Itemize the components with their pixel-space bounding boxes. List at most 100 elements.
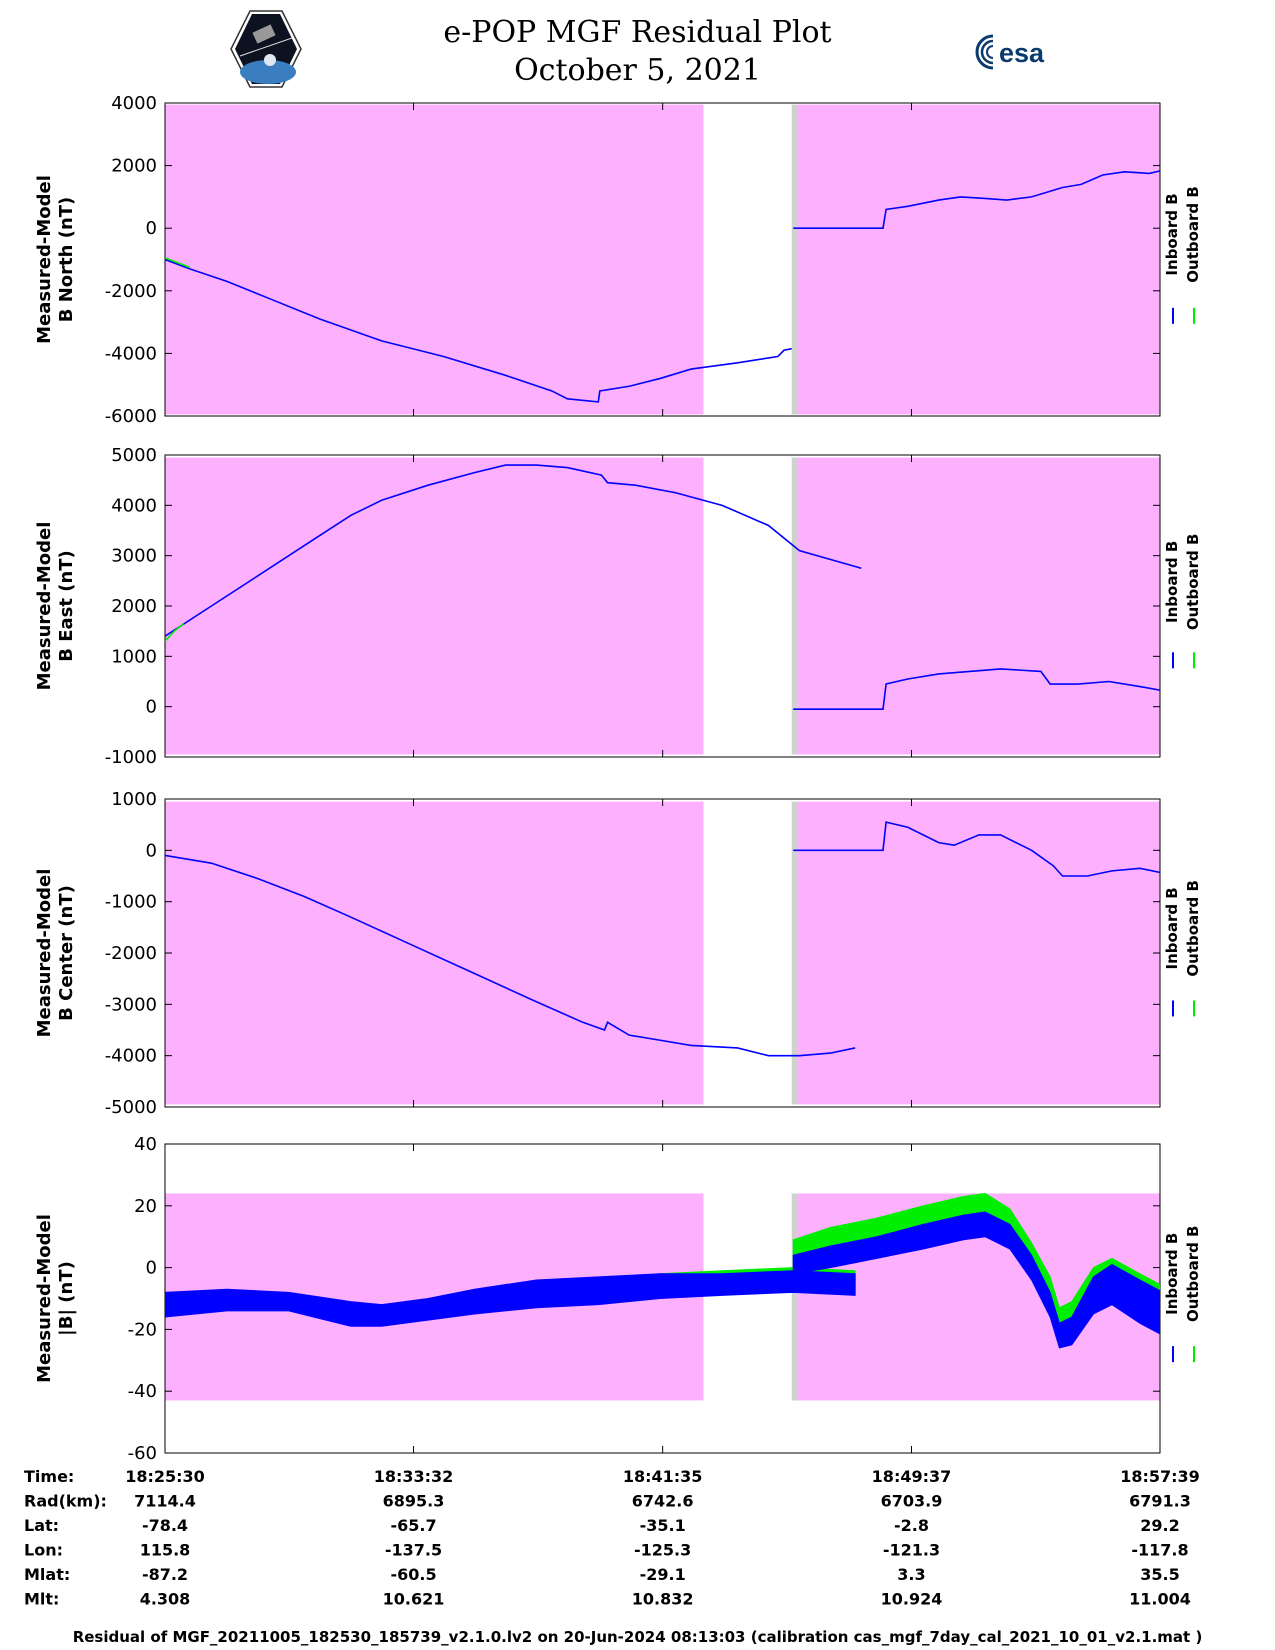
- orbit-cell: 6742.6: [632, 1492, 694, 1511]
- shading-region: [797, 457, 1160, 755]
- series-line-inboard: [793, 821, 1160, 877]
- y-tick-label: -4000: [105, 343, 157, 364]
- orbit-row-label: Time:: [24, 1467, 74, 1486]
- orbit-cell: 18:57:39: [1120, 1467, 1200, 1486]
- orbit-cell: -65.7: [390, 1516, 436, 1535]
- y-tick-label: 20: [134, 1196, 157, 1217]
- orbit-row-label: Mlat:: [24, 1565, 70, 1584]
- gap-shading-region: [791, 801, 798, 1105]
- orbit-cell: -29.1: [640, 1565, 686, 1584]
- y-tick-label: 0: [146, 218, 157, 239]
- orbit-row-label: Mlt:: [24, 1590, 59, 1609]
- series-line-inboard: [793, 170, 1160, 229]
- y-axis-label: Measured-Model: [34, 869, 55, 1038]
- orbit-cell: 10.621: [383, 1590, 445, 1609]
- y-axis-label: B East (nT): [56, 550, 77, 662]
- legend-label: Outboard B: [1184, 534, 1202, 631]
- orbit-cell: 29.2: [1140, 1516, 1179, 1535]
- gap-shading-region: [791, 104, 798, 415]
- y-tick-label: -1000: [105, 892, 157, 913]
- y-tick-label: -2000: [105, 281, 157, 302]
- data-group: [165, 821, 1160, 1057]
- y-tick-label: -6000: [105, 406, 157, 427]
- y-axis-label: |B| (nT): [56, 1261, 77, 1336]
- data-group: [165, 464, 1160, 710]
- y-tick-label: 4000: [111, 93, 157, 114]
- orbit-cell: -87.2: [142, 1565, 188, 1584]
- y-axis-label: B Center (nT): [56, 885, 77, 1021]
- series-line-inboard: [165, 258, 792, 403]
- y-tick-label: 0: [146, 697, 157, 718]
- orbit-cell: -125.3: [634, 1541, 691, 1560]
- series-line-outboard: [165, 257, 191, 269]
- series-line-inboard: [165, 854, 856, 1057]
- panel-2: 5000 4000 3000 2000 1000 0 -1000 Measured-Model…: [34, 445, 1202, 768]
- orbit-cell: -117.8: [1131, 1541, 1188, 1560]
- orbit-cell: -78.4: [142, 1516, 188, 1535]
- shading-region: [165, 801, 704, 1105]
- orbit-cell: 6895.3: [383, 1492, 445, 1511]
- orbit-cell: -2.8: [894, 1516, 929, 1535]
- data-group: [165, 170, 1160, 403]
- legend-label: Inboard B: [1163, 1233, 1181, 1315]
- orbit-cell: -35.1: [640, 1516, 686, 1535]
- y-axis-label: Measured-Model: [34, 522, 55, 691]
- esa-logo-text: esa: [999, 38, 1045, 68]
- series-line-outboard: [165, 622, 185, 642]
- orbit-cell: -137.5: [385, 1541, 442, 1560]
- y-axis-label: B North (nT): [56, 197, 77, 323]
- gap-shading-region: [791, 457, 798, 755]
- series-band-inboard: [165, 1270, 856, 1327]
- orbit-row-label: Lat:: [24, 1516, 59, 1535]
- y-tick-label: -20: [128, 1319, 157, 1340]
- y-tick-label: -5000: [105, 1097, 157, 1118]
- orbit-info-table: Time: Rad(km): Lat: Lon: Mlat: Mlt: 18:25:30 71…: [24, 1467, 1200, 1609]
- shading-region: [165, 104, 704, 415]
- orbit-cell: -60.5: [390, 1565, 436, 1584]
- y-tick-label: 2000: [111, 596, 157, 617]
- y-tick-label: 3000: [111, 546, 157, 567]
- legend-label: Outboard B: [1184, 1225, 1202, 1322]
- y-axis-label: Measured-Model: [34, 1214, 55, 1383]
- orbit-cell: 115.8: [140, 1541, 191, 1560]
- y-tick-label: -3000: [105, 994, 157, 1015]
- series-line-inboard: [793, 668, 1160, 710]
- panel-4: 40 20 0 -20 -40 -60 Measured-Model |B| (nT) Inbo…: [34, 1134, 1202, 1464]
- shading-region: [797, 104, 1160, 415]
- title-line-2: October 5, 2021: [514, 53, 761, 88]
- orbit-cell: 7114.4: [134, 1492, 196, 1511]
- orbit-cell: 10.924: [881, 1590, 943, 1609]
- shading-region: [797, 801, 1160, 1105]
- gap-shading-region: [791, 1193, 798, 1401]
- series-band-inboard: [792, 1211, 1160, 1349]
- orbit-cell: 35.5: [1140, 1565, 1179, 1584]
- y-tick-label: 1000: [111, 646, 157, 667]
- orbit-cell: 18:33:32: [374, 1467, 454, 1486]
- orbit-cell: 4.308: [140, 1590, 191, 1609]
- y-axis-label: Measured-Model: [34, 175, 55, 344]
- y-tick-label: 2000: [111, 156, 157, 177]
- y-tick-label: -1000: [105, 747, 157, 768]
- y-tick-label: -60: [128, 1443, 157, 1464]
- title-line-1: e-POP MGF Residual Plot: [443, 15, 832, 50]
- orbit-cell: 6703.9: [881, 1492, 943, 1511]
- footer-caption: Residual of MGF_20211005_182530_185739_v…: [72, 1628, 1203, 1646]
- panel-1: 4000 2000 0 -2000 -4000 -6000 Measured-Model B …: [34, 93, 1202, 427]
- shading-region: [165, 457, 704, 755]
- series-line-inboard: [165, 464, 862, 637]
- legend-label: Inboard B: [1163, 193, 1181, 275]
- cassiope-mission-logo: [230, 10, 302, 88]
- orbit-row-label: Lon:: [24, 1541, 63, 1560]
- plot-title: e-POP MGF Residual Plot October 5, 2021: [0, 14, 1275, 90]
- y-tick-label: 4000: [111, 495, 157, 516]
- orbit-cell: 18:49:37: [872, 1467, 952, 1486]
- y-tick-label: 0: [146, 840, 157, 861]
- y-tick-label: 5000: [111, 445, 157, 466]
- orbit-cell: 10.832: [632, 1590, 694, 1609]
- y-tick-label: 40: [134, 1134, 157, 1155]
- legend-label: Outboard B: [1184, 186, 1202, 283]
- orbit-row-label: Rad(km):: [24, 1492, 107, 1511]
- legend-label: Outboard B: [1184, 880, 1202, 977]
- y-tick-label: -40: [128, 1381, 157, 1402]
